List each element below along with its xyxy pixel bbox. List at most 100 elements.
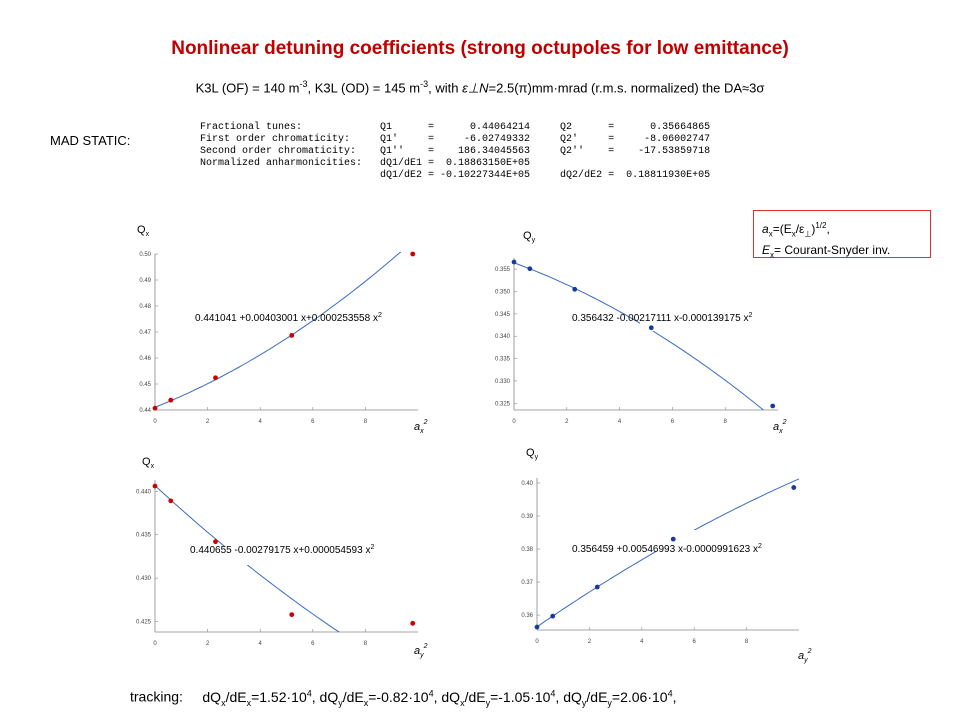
- x-axis-label-sub: x: [419, 428, 424, 435]
- fit-equation-text: 0.441041 +0.00403001 x+0.000253558 x: [195, 313, 378, 324]
- chart-2: 0 2 4 6 8 0.325 0.330 0.335 0.340 0.345 0.350 0.355…: [495, 230, 787, 435]
- y-tick-label: 0.340: [495, 334, 511, 340]
- data-point: [152, 405, 158, 411]
- x-tick-label: 8: [364, 419, 368, 425]
- y-axis-label-sub: y: [532, 237, 536, 244]
- data-point: [594, 584, 600, 590]
- x-tick-label: 0: [153, 419, 157, 425]
- mad-row: Fractional tunes: Q1 = 0.44064214 Q2 = 0…: [200, 122, 711, 133]
- x-axis-label-sup: 2: [807, 648, 812, 655]
- data-point: [534, 624, 540, 630]
- data-point: [550, 613, 556, 619]
- fit-equation-text: 0.356432 -0.00217111 x-0.000139175 x: [572, 313, 748, 324]
- data-point: [213, 375, 218, 381]
- y-axis-label-sub: x: [146, 231, 150, 238]
- x-axis-label-main: a: [798, 650, 804, 662]
- x-tick-label: 4: [618, 419, 622, 425]
- x-axis-label-main: a: [414, 421, 420, 433]
- mad-row: Second order chromaticity: Q1'' = 186.34…: [200, 146, 711, 157]
- y-tick-label: 0.46: [139, 356, 151, 362]
- mad-static-table: Fractional tunes: Q1 = 0.44064214 Q2 = 0…: [200, 122, 710, 182]
- y-axis-label: Qy: [523, 230, 536, 244]
- data-point: [670, 536, 676, 542]
- y-tick-label: 0.335: [495, 357, 511, 363]
- mad-static-label: MAD STATIC:: [50, 133, 131, 148]
- fit-equation-label: 0.441041 +0.00403001 x+0.000253558 x2: [195, 312, 382, 324]
- data-point: [410, 620, 416, 626]
- y-tick-label: 0.430: [136, 576, 152, 582]
- chart-4: 0 2 4 6 8 0.36 0.37 0.38 0.39 0.40 0.356459 +0.005…: [521, 447, 811, 664]
- x-tick-label: 8: [745, 639, 749, 645]
- fit-equation-sup: 2: [758, 543, 762, 550]
- y-tick-label: 0.36: [521, 613, 533, 619]
- x-axis-label-sup: 2: [423, 419, 428, 426]
- label-mask: [225, 538, 305, 565]
- page-title: Nonlinear detuning coefficients (strong …: [171, 38, 789, 59]
- data-point: [289, 612, 295, 618]
- x-axis-label-sub: y: [419, 652, 424, 659]
- x-axis-label: ay 2: [798, 648, 812, 664]
- y-tick-label: 0.48: [139, 304, 151, 310]
- data-point: [168, 397, 174, 403]
- y-tick-label: 0.38: [521, 547, 533, 553]
- y-tick-label: 0.49: [139, 278, 151, 284]
- y-tick-label: 0.325: [495, 401, 511, 407]
- x-tick-label: 6: [671, 419, 675, 425]
- x-axis-label-sup: 2: [782, 419, 787, 426]
- y-tick-label: 0.47: [139, 330, 151, 336]
- fit-equation-label: 0.440655 -0.00279175 x+0.000054593 x2: [190, 544, 374, 556]
- x-axis-label-sub: x: [778, 428, 783, 435]
- fit-curve: [155, 252, 402, 408]
- tracking-item: dQx/dEy=-1.05·104,: [441, 688, 564, 708]
- data-point: [152, 483, 158, 489]
- y-axis-label: Qx: [137, 224, 150, 238]
- y-axis-label-main: Q: [137, 224, 146, 236]
- y-axis-label-sub: x: [151, 463, 155, 470]
- x-tick-label: 6: [693, 639, 697, 645]
- y-tick-label: 0.425: [136, 620, 152, 626]
- data-point: [791, 485, 797, 490]
- fit-equation-text: 0.356459 +0.00546993 x-0.0000991623 x: [572, 544, 758, 555]
- fit-equation-label: 0.356459 +0.00546993 x-0.0000991623 x2: [572, 543, 762, 555]
- y-axis-label-main: Q: [526, 447, 535, 459]
- y-tick-label: 0.44: [139, 408, 151, 414]
- y-tick-label: 0.345: [495, 312, 511, 318]
- fit-equation-sup: 2: [748, 312, 752, 319]
- x-axis-label-main: a: [414, 645, 420, 657]
- y-tick-label: 0.39: [521, 514, 533, 520]
- data-point: [213, 539, 218, 545]
- mad-row: Normalized anharmonicities: dQ1/dE1 = 0.…: [200, 158, 531, 169]
- label-mask: [348, 318, 438, 330]
- data-point: [168, 498, 174, 504]
- y-tick-label: 0.45: [139, 382, 151, 388]
- y-tick-label: 0.40: [521, 481, 533, 487]
- fit-curve: [155, 485, 340, 632]
- x-axis-label-sub: y: [803, 657, 808, 664]
- y-axis-label-main: Q: [523, 230, 532, 242]
- x-tick-label: 2: [588, 639, 592, 645]
- x-tick-label: 0: [535, 639, 539, 645]
- mad-row: dQ1/dE2 = -0.10227344E+05 dQ2/dE2 = 0.18…: [200, 170, 711, 181]
- definition-line-2: Ex= Courant-Snyder inv.: [762, 243, 891, 260]
- x-tick-label: 4: [259, 419, 263, 425]
- data-point: [648, 325, 654, 331]
- x-tick-label: 0: [512, 419, 516, 425]
- fit-equation-sup: 2: [370, 544, 374, 551]
- definition-box: ax=(Ex/ε⊥)1/2, Ex= Courant-Snyder inv.: [753, 210, 931, 260]
- tracking-summary: tracking: dQx/dEx=1.52·104, dQy/dEx=-0.8…: [130, 688, 677, 708]
- y-tick-label: 0.50: [139, 252, 151, 258]
- subtitle: K3L (OF) = 140 m-3, K3L (OD) = 145 m-3, …: [195, 79, 765, 96]
- data-point: [527, 266, 533, 272]
- x-axis-label: ax 2: [773, 419, 787, 435]
- x-tick-label: 0: [153, 641, 157, 647]
- data-point: [770, 403, 776, 409]
- x-axis-label: ax 2: [414, 419, 428, 435]
- x-tick-label: 6: [311, 419, 315, 425]
- tracking-item: dQy/dEy=2.06·104,: [563, 688, 677, 708]
- fit-curve: [514, 262, 765, 410]
- x-tick-label: 4: [259, 641, 263, 647]
- x-tick-label: 8: [724, 419, 728, 425]
- x-tick-label: 4: [640, 639, 644, 645]
- data-point: [572, 286, 578, 292]
- definition-line-1: ax=(Ex/ε⊥)1/2,: [762, 221, 830, 239]
